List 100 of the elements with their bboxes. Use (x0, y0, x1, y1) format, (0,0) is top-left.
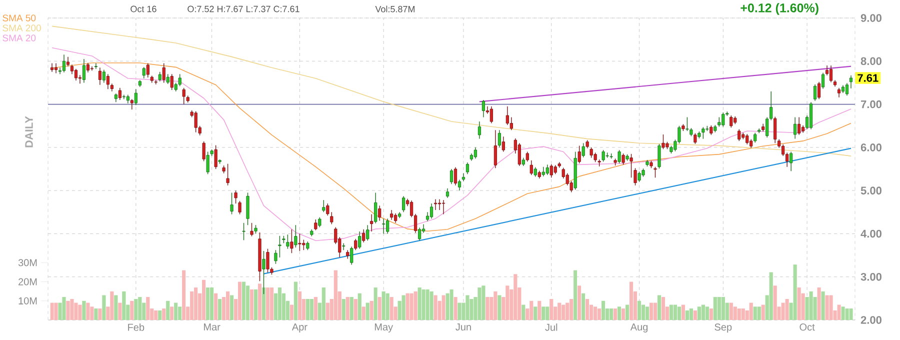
candlestick (638, 171, 641, 182)
candlestick (550, 164, 553, 178)
bar (402, 295, 406, 320)
candlestick (438, 198, 442, 210)
bar (194, 287, 198, 320)
candlestick (298, 233, 302, 252)
bar (494, 291, 498, 320)
bar (206, 287, 210, 320)
bar (242, 282, 246, 320)
bar (821, 291, 825, 320)
candlestick (814, 84, 817, 102)
candlestick (234, 190, 238, 204)
bar (713, 297, 717, 320)
candlestick (654, 166, 657, 178)
bar (709, 308, 713, 320)
candlestick (226, 163, 230, 186)
candlestick (702, 126, 705, 140)
bar (54, 302, 58, 320)
candlestick (358, 231, 362, 250)
candlestick (202, 141, 206, 162)
candlestick (62, 54, 66, 73)
candlestick (374, 192, 378, 224)
x-tick-label: Oct (800, 324, 815, 331)
bar (450, 289, 454, 320)
y2-tick-label: 30M (18, 259, 37, 266)
candlestick (230, 192, 234, 215)
bar (258, 284, 262, 320)
candlestick (178, 74, 182, 87)
candlestick (82, 58, 86, 84)
bar (154, 310, 158, 320)
bar (466, 295, 470, 320)
bar (598, 308, 602, 320)
bar (793, 264, 797, 320)
candlestick (790, 151, 793, 172)
candlestick (354, 238, 358, 250)
bar (238, 282, 242, 320)
bar (346, 297, 350, 320)
text: O:7.52 H:7.67 L:7.37 C:7.61 (188, 6, 300, 12)
bar (278, 287, 282, 320)
candlestick (738, 128, 741, 142)
candlestick (722, 112, 725, 128)
bar (326, 302, 330, 320)
bar (94, 308, 98, 320)
bar (797, 287, 801, 320)
bar (657, 295, 662, 320)
candlestick (810, 102, 813, 130)
bar (685, 310, 690, 320)
bar (825, 295, 829, 320)
x-tick-label: Apr (292, 324, 308, 332)
bar (310, 298, 314, 320)
text: +0.12 (1.60%) (740, 3, 818, 15)
bar (162, 308, 166, 320)
bar (697, 306, 701, 320)
candlestick (370, 214, 374, 232)
bar (486, 297, 490, 320)
y-tick-label: 3.00 (860, 272, 882, 281)
candlestick (662, 134, 665, 150)
bar (122, 291, 126, 320)
x-tick-label: Jul (545, 324, 558, 331)
candlestick (474, 147, 478, 159)
bar (558, 302, 562, 320)
candlestick (378, 205, 382, 222)
candlestick (290, 229, 294, 254)
bar (362, 306, 366, 320)
bar (522, 304, 526, 320)
candlestick (50, 62, 54, 72)
bar (733, 306, 737, 320)
candlestick (478, 121, 482, 140)
bar (138, 297, 142, 320)
candlestick (450, 168, 454, 184)
bar (645, 306, 650, 320)
candlestick (142, 66, 146, 79)
bar (86, 302, 90, 320)
candlestick (194, 110, 198, 133)
bar (737, 308, 741, 320)
candlestick (526, 151, 529, 162)
candlestick (446, 188, 450, 198)
candlestick (394, 213, 398, 224)
bar (458, 302, 462, 320)
candlestick (430, 203, 434, 219)
bar (741, 308, 745, 320)
bar (110, 291, 114, 320)
candlestick (390, 210, 394, 220)
text: DAILY (25, 116, 33, 148)
candlestick (130, 98, 134, 110)
x-tick-label: Feb (128, 324, 144, 331)
y-tick-label: 2.00 (860, 316, 882, 324)
candlestick (418, 227, 422, 241)
bar (506, 286, 510, 320)
bar (550, 298, 554, 320)
bar (546, 306, 550, 320)
bar (602, 300, 606, 320)
bar (62, 297, 66, 320)
candlestick (326, 203, 330, 216)
bar (470, 298, 474, 320)
candlestick (246, 192, 250, 226)
candlestick (754, 132, 757, 144)
bar (146, 297, 150, 320)
candlestick (817, 81, 821, 100)
bar (182, 270, 186, 320)
